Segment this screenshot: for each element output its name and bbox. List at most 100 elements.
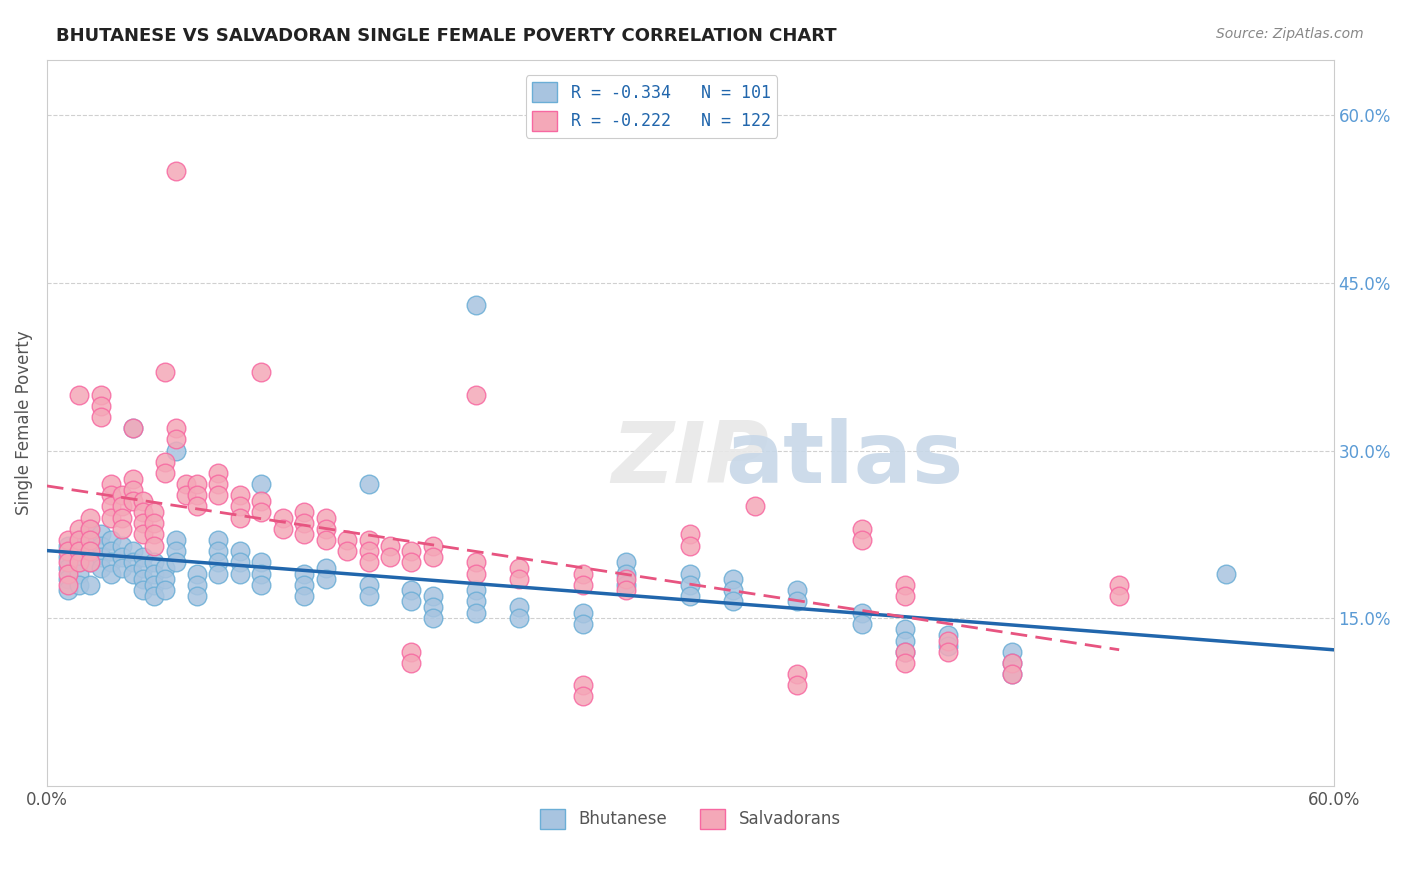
Text: BHUTANESE VS SALVADORAN SINGLE FEMALE POVERTY CORRELATION CHART: BHUTANESE VS SALVADORAN SINGLE FEMALE PO…	[56, 27, 837, 45]
Point	[315, 510, 337, 524]
Point	[357, 555, 380, 569]
Point	[100, 544, 122, 558]
Legend: Bhutanese, Salvadorans: Bhutanese, Salvadorans	[533, 802, 848, 836]
Point	[893, 623, 915, 637]
Point	[58, 539, 80, 553]
Point	[132, 494, 155, 508]
Point	[58, 544, 80, 558]
Point	[100, 533, 122, 547]
Point	[186, 477, 208, 491]
Point	[67, 577, 90, 591]
Point	[79, 555, 101, 569]
Point	[250, 366, 273, 380]
Point	[58, 549, 80, 564]
Point	[401, 583, 423, 598]
Point	[58, 566, 80, 581]
Point	[721, 594, 744, 608]
Point	[744, 500, 766, 514]
Point	[121, 471, 143, 485]
Point	[357, 577, 380, 591]
Point	[422, 549, 444, 564]
Point	[508, 611, 530, 625]
Point	[292, 566, 315, 581]
Point	[250, 477, 273, 491]
Point	[614, 577, 637, 591]
Point	[165, 555, 187, 569]
Point	[614, 572, 637, 586]
Point	[111, 549, 134, 564]
Point	[58, 555, 80, 569]
Point	[89, 410, 111, 425]
Text: atlas: atlas	[725, 417, 963, 500]
Point	[174, 477, 197, 491]
Point	[207, 477, 229, 491]
Point	[936, 633, 959, 648]
Point	[207, 488, 229, 502]
Text: ZIP: ZIP	[612, 417, 769, 500]
Point	[893, 645, 915, 659]
Point	[67, 544, 90, 558]
Point	[67, 533, 90, 547]
Point	[111, 561, 134, 575]
Point	[153, 466, 176, 480]
Point	[508, 572, 530, 586]
Point	[250, 555, 273, 569]
Point	[153, 561, 176, 575]
Point	[786, 594, 808, 608]
Point	[79, 577, 101, 591]
Point	[207, 533, 229, 547]
Point	[936, 628, 959, 642]
Point	[401, 656, 423, 670]
Point	[1001, 656, 1024, 670]
Point	[315, 572, 337, 586]
Point	[679, 577, 702, 591]
Point	[292, 516, 315, 531]
Point	[207, 466, 229, 480]
Point	[572, 566, 595, 581]
Point	[508, 600, 530, 615]
Point	[89, 388, 111, 402]
Point	[89, 399, 111, 413]
Point	[67, 388, 90, 402]
Point	[250, 577, 273, 591]
Point	[186, 589, 208, 603]
Point	[464, 298, 486, 312]
Point	[207, 566, 229, 581]
Point	[572, 690, 595, 704]
Point	[186, 500, 208, 514]
Point	[111, 522, 134, 536]
Point	[79, 510, 101, 524]
Point	[153, 572, 176, 586]
Point	[721, 572, 744, 586]
Point	[121, 555, 143, 569]
Point	[401, 594, 423, 608]
Point	[89, 549, 111, 564]
Point	[58, 533, 80, 547]
Point	[893, 633, 915, 648]
Point	[357, 544, 380, 558]
Point	[207, 555, 229, 569]
Point	[464, 555, 486, 569]
Point	[1001, 656, 1024, 670]
Point	[132, 583, 155, 598]
Point	[401, 555, 423, 569]
Point	[165, 433, 187, 447]
Point	[143, 516, 166, 531]
Point	[100, 566, 122, 581]
Point	[572, 678, 595, 692]
Y-axis label: Single Female Poverty: Single Female Poverty	[15, 330, 32, 515]
Point	[292, 505, 315, 519]
Point	[79, 555, 101, 569]
Point	[100, 510, 122, 524]
Point	[79, 533, 101, 547]
Point	[121, 566, 143, 581]
Point	[143, 577, 166, 591]
Point	[614, 555, 637, 569]
Point	[614, 566, 637, 581]
Point	[165, 443, 187, 458]
Point	[67, 522, 90, 536]
Point	[271, 510, 294, 524]
Point	[1108, 577, 1130, 591]
Point	[721, 583, 744, 598]
Point	[508, 561, 530, 575]
